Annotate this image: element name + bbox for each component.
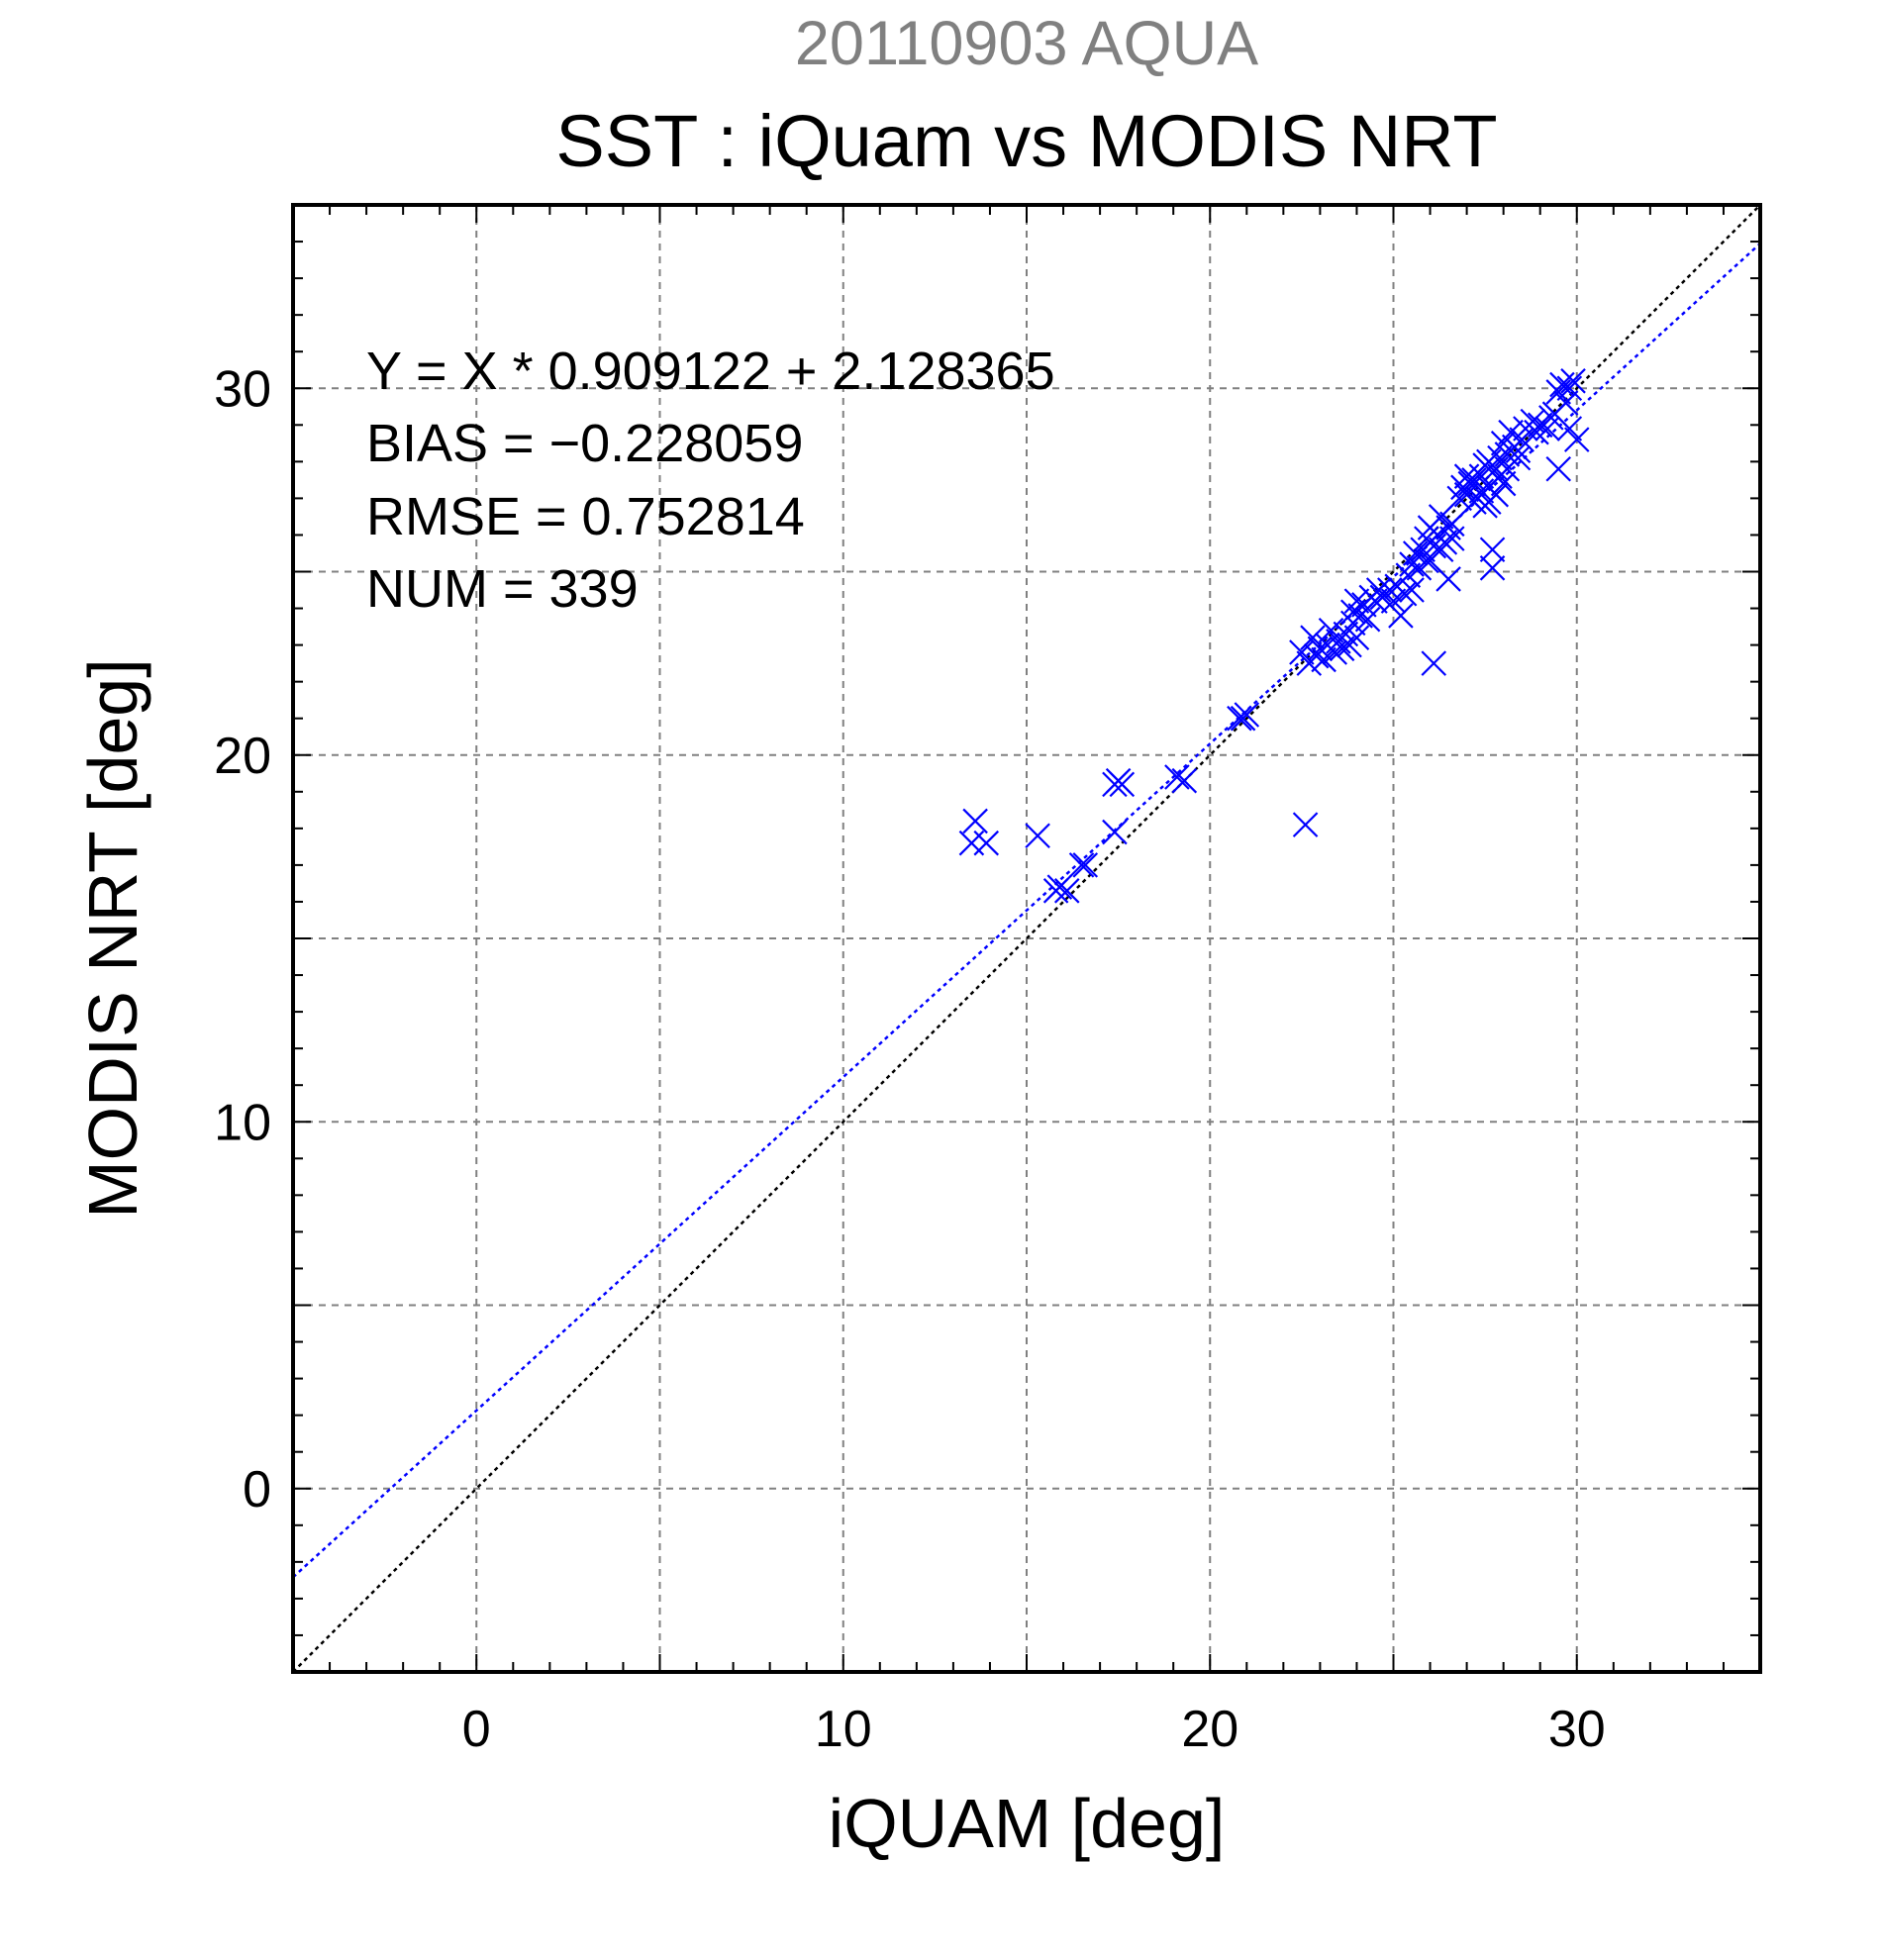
- x-tick-label: 10: [815, 1701, 872, 1758]
- data-point: [1354, 606, 1381, 633]
- data-point: [1527, 412, 1553, 439]
- bias-stat: BIAS = −0.228059: [366, 414, 803, 473]
- data-point: [1402, 540, 1429, 566]
- data-point: [1439, 511, 1465, 538]
- data-point: [1343, 625, 1370, 650]
- data-point: [1068, 852, 1095, 878]
- data-point: [1109, 771, 1136, 798]
- data-point: [1556, 375, 1583, 402]
- data-point: [1563, 427, 1590, 452]
- x-tick-label: 20: [1181, 1701, 1238, 1758]
- data-point: [1425, 522, 1450, 548]
- data-point: [1171, 767, 1198, 794]
- num-stat: NUM = 339: [366, 559, 639, 619]
- data-point: [1505, 438, 1532, 464]
- data-point: [1380, 588, 1407, 614]
- data-point: [1421, 650, 1447, 676]
- data-point: [1234, 702, 1260, 728]
- data-point: [1436, 566, 1461, 592]
- y-axis-title: MODIS NRT [deg]: [74, 658, 151, 1218]
- data-point: [1046, 874, 1073, 900]
- plot-frame: [291, 203, 1762, 1674]
- data-point: [1318, 618, 1344, 643]
- stats-annotation: Y = X * 0.909122 + 2.128365 BIAS = −0.22…: [366, 342, 1055, 619]
- data-point: [1414, 547, 1439, 574]
- tick-labels: 0 10 20 30 0 10 20 30: [214, 360, 1606, 1758]
- data-point: [1479, 555, 1506, 581]
- data-point: [1102, 819, 1128, 845]
- data-point: [1025, 823, 1050, 849]
- data-point: [1292, 812, 1319, 837]
- x-tick-label: 0: [462, 1701, 491, 1758]
- data-point: [1490, 470, 1517, 497]
- regression-equation: Y = X * 0.909122 + 2.128365: [366, 342, 1055, 401]
- data-point: [1545, 455, 1571, 482]
- data-point: [1487, 444, 1513, 471]
- data-point: [962, 808, 988, 834]
- y-tick-label: 0: [243, 1461, 271, 1519]
- data-point: [1329, 636, 1355, 662]
- y-tick-label: 10: [214, 1094, 271, 1151]
- data-point: [1227, 705, 1252, 732]
- data-point: [1498, 419, 1524, 445]
- data-point: [1391, 580, 1418, 607]
- data-point: [1479, 537, 1506, 563]
- data-point: [1399, 577, 1425, 603]
- data-point: [1556, 416, 1583, 441]
- data-point: [1164, 764, 1190, 790]
- data-point: [958, 830, 985, 856]
- data-point: [1461, 489, 1487, 515]
- chart-subtitle: 20110903 AQUA: [795, 9, 1258, 78]
- data-point: [1453, 463, 1480, 489]
- x-axis-title: iQUAM [deg]: [829, 1785, 1226, 1862]
- gridlines: [293, 205, 1760, 1672]
- data-point: [1388, 603, 1414, 629]
- data-point: [1339, 599, 1366, 626]
- x-tick-label: 30: [1548, 1701, 1606, 1758]
- data-point: [1311, 646, 1336, 673]
- data-point: [1538, 405, 1564, 431]
- data-point: [1053, 878, 1080, 904]
- data-points: [958, 368, 1590, 904]
- data-point: [1072, 852, 1099, 878]
- chart-title: SST : iQuam vs MODIS NRT: [555, 100, 1497, 182]
- regression-line: [293, 243, 1760, 1579]
- y-tick-label: 20: [214, 728, 271, 785]
- data-point: [973, 830, 1000, 856]
- rmse-stat: RMSE = 0.752814: [366, 487, 805, 546]
- y-tick-label: 30: [214, 360, 271, 418]
- data-point: [1365, 577, 1392, 603]
- data-point: [1560, 368, 1586, 394]
